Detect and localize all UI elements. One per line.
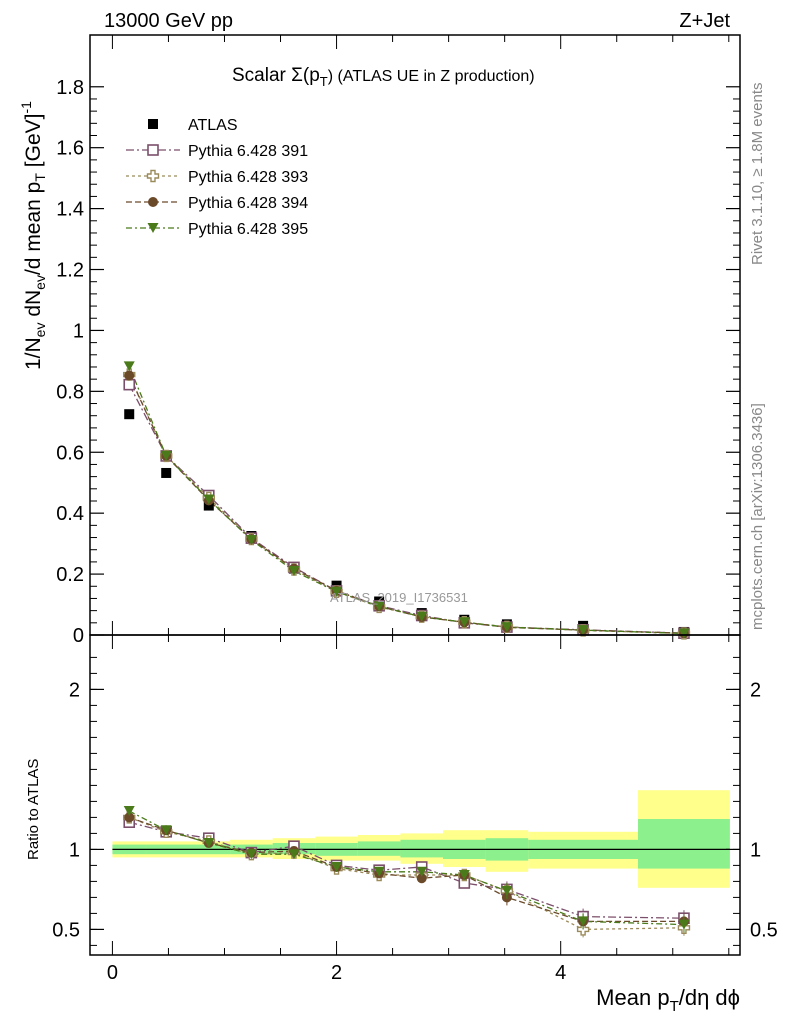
ratio-series-2 [124, 812, 689, 930]
x-tick-label: 0 [107, 962, 118, 984]
ratio-data-point [416, 866, 428, 877]
legend-label: ATLAS [188, 117, 238, 134]
ratio-data-point [373, 866, 385, 877]
main-data-point [123, 378, 136, 391]
legend-entry: Pythia 6.428 394 [126, 195, 308, 212]
main-data-point [331, 586, 343, 597]
main-data-point [160, 450, 172, 461]
main-y-tick-label: 1.6 [56, 138, 84, 160]
ratio-series-3 [123, 806, 690, 933]
ratio-series-line [129, 821, 684, 919]
ratio-y-tick-label-right: 0.5 [750, 919, 778, 941]
legend-entry: Pythia 6.428 395 [126, 221, 308, 238]
main-y-tick-label: 0 [73, 625, 84, 647]
ratio-plot-frame [89, 634, 741, 956]
ratio-data-point [203, 838, 215, 848]
main-y-tick-label: 0.2 [56, 564, 84, 586]
ratio-series-line [129, 816, 684, 923]
main-series-line [128, 366, 684, 635]
legend-label: Pythia 6.428 391 [188, 143, 308, 160]
legend-marker [146, 169, 160, 183]
main-data-point [458, 617, 470, 628]
main-y-tick-label: 0.4 [56, 503, 84, 525]
ratio-y-tick-label: 2 [69, 679, 80, 701]
x-tick-label: 4 [555, 962, 566, 984]
ratio-y-tick-label: 1 [69, 839, 80, 861]
ratio-series-line [128, 810, 684, 926]
ratio-y-tick-label-right: 1 [750, 839, 761, 861]
main-y-tick-label: 1.2 [56, 260, 84, 282]
legend-marker [148, 119, 158, 129]
ratio-band-green [638, 819, 730, 869]
energy-label: 13000 GeV pp [104, 10, 233, 32]
ratio-band-green [357, 841, 401, 856]
ratio-y-tick-label-right: 2 [750, 679, 761, 701]
main-data-point [124, 409, 135, 420]
ratio-data-point [501, 886, 513, 896]
main-y-tick-label: 0.6 [56, 442, 84, 464]
main-data-point [577, 625, 589, 636]
ratio-data-point [577, 916, 589, 927]
legend-marker [147, 144, 159, 156]
main-data-point [501, 622, 513, 633]
main-data-point [245, 534, 257, 545]
legend-label: Pythia 6.428 395 [188, 221, 308, 238]
ratio-data-point [288, 849, 300, 860]
ratio-data-point [331, 862, 343, 872]
main-y-tick-label: 0.8 [56, 381, 84, 403]
legend-marker [148, 197, 158, 207]
x-tick-label: 2 [331, 962, 342, 984]
ratio-series-line [128, 816, 684, 931]
main-y-tick-label: 1 [73, 320, 84, 342]
ratio-data-point [458, 870, 470, 880]
legend-entry: ATLAS [148, 117, 238, 134]
main-panel: 0 0.2 0.4 0.6 0.8 1 1.2 1.4 1.6 1.8 [56, 34, 741, 647]
main-plot-title: Scalar Σ(pT) (ATLAS UE in Z production) [232, 65, 535, 89]
ratio-panel: 0.5 0.5 1 1 2 2 0 2 4 [52, 634, 778, 984]
ratio-data-point [678, 919, 690, 930]
mcplots-source-label: mcplots.cern.ch [arXiv:1306.3436] [749, 403, 766, 630]
ratio-data-point [124, 812, 135, 823]
ratio-band-green [400, 839, 444, 858]
main-y-axis-label: 1/Nev dNev/d mean pT [GeV]-1 [18, 101, 48, 370]
x-axis-label: Mean pT/dη dϕ [596, 985, 740, 1015]
main-data-point [373, 601, 385, 612]
main-data-point [288, 566, 300, 577]
main-data-point [203, 494, 215, 505]
main-data-point [161, 467, 172, 478]
main-data-point [123, 361, 135, 372]
main-data-point [124, 370, 135, 381]
main-y-tick-label: 1.8 [56, 77, 84, 99]
main-y-tick-label: 1.4 [56, 199, 84, 221]
ratio-data-point [160, 825, 172, 836]
main-data-point [416, 611, 428, 622]
rivet-version-label: Rivet 3.1.10, ≥ 1.8M events [749, 83, 766, 266]
ratio-series-1 [123, 811, 691, 938]
process-label: Z+Jet [679, 10, 730, 32]
legend: ATLAS Pythia 6.428 391 Pythia 6.428 393 Pyt… [126, 117, 308, 238]
main-series-4 [123, 361, 690, 639]
legend-label: Pythia 6.428 393 [188, 169, 308, 186]
ratio-y-axis-label: Ratio to ATLAS [25, 759, 42, 860]
legend-marker [147, 223, 159, 233]
ratio-y-tick-label: 0.5 [52, 919, 80, 941]
ratio-data-point [245, 849, 257, 860]
main-data-point [678, 628, 690, 639]
legend-entry: Pythia 6.428 393 [126, 169, 308, 186]
main-data-point [203, 500, 214, 511]
legend-entry: Pythia 6.428 391 [126, 143, 308, 160]
ratio-data-point [416, 873, 427, 884]
legend-label: Pythia 6.428 394 [188, 195, 308, 212]
analysis-watermark: ATLAS_2019_I1736531 [330, 590, 468, 605]
ratio-data-point [123, 806, 135, 816]
